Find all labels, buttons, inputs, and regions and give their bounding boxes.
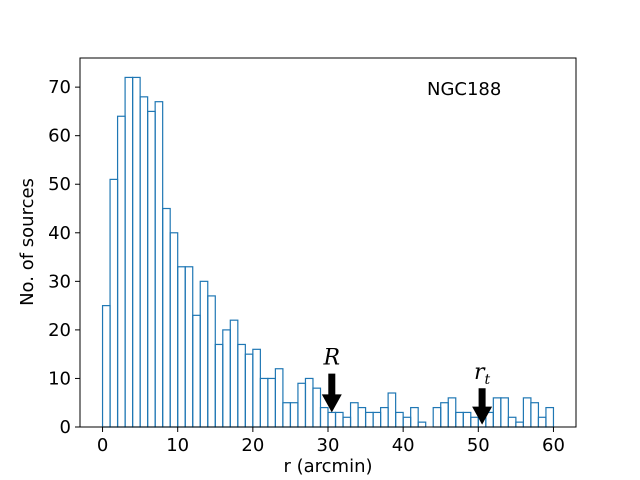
histogram-bar	[312, 387, 322, 428]
x-axis-ticks: 0 10 20 30 40 50 60	[97, 427, 565, 456]
histogram-bar	[101, 305, 111, 428]
histogram-bar	[267, 377, 277, 428]
histogram-bar	[222, 329, 231, 428]
histogram-bar	[357, 406, 367, 428]
histogram-bar	[297, 382, 307, 428]
histogram-bar	[447, 397, 457, 428]
y-tick-label: 20	[48, 320, 71, 341]
histogram-bar	[387, 392, 397, 428]
y-tick-label: 40	[48, 223, 71, 244]
histogram-bar	[417, 421, 427, 428]
histogram-bar	[252, 348, 261, 428]
marker-label-text: r	[474, 360, 486, 385]
histogram-bar	[342, 416, 352, 428]
histogram-bar	[364, 411, 374, 428]
histogram-bar	[116, 115, 126, 428]
histogram-bar	[380, 406, 389, 428]
y-tick-label: 70	[48, 77, 71, 98]
x-axis-label: r (arcmin)	[283, 456, 372, 477]
x-tick-label: 20	[241, 435, 264, 456]
arrow-marker-r-t	[472, 388, 493, 425]
y-tick-label: 0	[60, 417, 71, 438]
y-tick-label: 50	[48, 174, 71, 195]
histogram-bar	[349, 402, 359, 428]
histogram-bar	[462, 411, 472, 428]
x-tick-label: 0	[97, 435, 108, 456]
histogram-bar	[259, 377, 269, 428]
histogram-bar	[109, 178, 119, 428]
histogram-bar	[492, 397, 502, 428]
histogram-bar	[192, 314, 201, 428]
histogram-bar	[522, 397, 532, 428]
histogram-bar	[530, 402, 540, 428]
histogram-bar	[537, 416, 547, 428]
histogram-bar	[455, 411, 464, 428]
y-axis-label: No. of sources	[17, 178, 38, 306]
x-tick-label: 10	[166, 435, 189, 456]
histogram-bar	[432, 406, 442, 428]
histogram-bar	[289, 402, 299, 428]
plot-frame	[79, 57, 577, 428]
y-tick-label: 30	[48, 271, 71, 292]
y-tick-label: 10	[48, 368, 71, 389]
histogram-bar	[214, 343, 224, 428]
histogram-bar	[304, 377, 314, 428]
marker-label-subscript: t	[485, 372, 491, 388]
histogram-bar	[327, 411, 337, 428]
marker-label: R	[322, 346, 340, 371]
histogram-bar	[169, 232, 179, 428]
marker-label-text: R	[322, 346, 340, 371]
histogram-bar	[274, 368, 284, 428]
x-tick-label: 40	[392, 435, 415, 456]
histogram-bar	[162, 207, 171, 428]
histogram-bar	[132, 76, 141, 428]
x-tick-label: 60	[542, 435, 565, 456]
histogram-bar	[147, 110, 156, 428]
arrow-markers: Rrt	[321, 346, 493, 425]
histogram-bar	[410, 406, 419, 428]
histogram-bar	[237, 343, 246, 428]
histogram-bar	[154, 101, 164, 428]
y-tick-label: 60	[48, 126, 71, 147]
histogram-bar	[402, 416, 412, 428]
histogram-bar	[545, 406, 555, 428]
histogram-bar	[515, 421, 525, 428]
histogram-bar	[139, 96, 149, 428]
arrow-marker-r	[321, 373, 342, 413]
x-tick-label: 50	[467, 435, 490, 456]
histogram-bar	[282, 402, 292, 428]
histogram-bar	[177, 266, 186, 428]
histogram-bar	[507, 416, 517, 428]
histogram-bar	[244, 353, 254, 428]
x-tick-label: 30	[317, 435, 340, 456]
histogram-bar	[199, 280, 209, 428]
histogram-bar	[207, 295, 216, 428]
histogram-bar	[440, 402, 449, 428]
y-axis-ticks: 0 10 20 30 40 50 60 70	[48, 77, 80, 438]
histogram-bar	[334, 411, 344, 428]
histogram-bar	[470, 416, 479, 428]
histogram-bar	[372, 411, 382, 428]
histogram-bar	[184, 266, 194, 428]
histogram-bar	[319, 406, 329, 428]
histogram-bar	[124, 76, 134, 428]
cluster-name-annotation: NGC188	[427, 79, 501, 100]
histogram-bar	[229, 319, 239, 428]
histogram-bar	[395, 411, 404, 428]
histogram-bar	[500, 397, 509, 428]
marker-label: rt	[474, 360, 491, 388]
